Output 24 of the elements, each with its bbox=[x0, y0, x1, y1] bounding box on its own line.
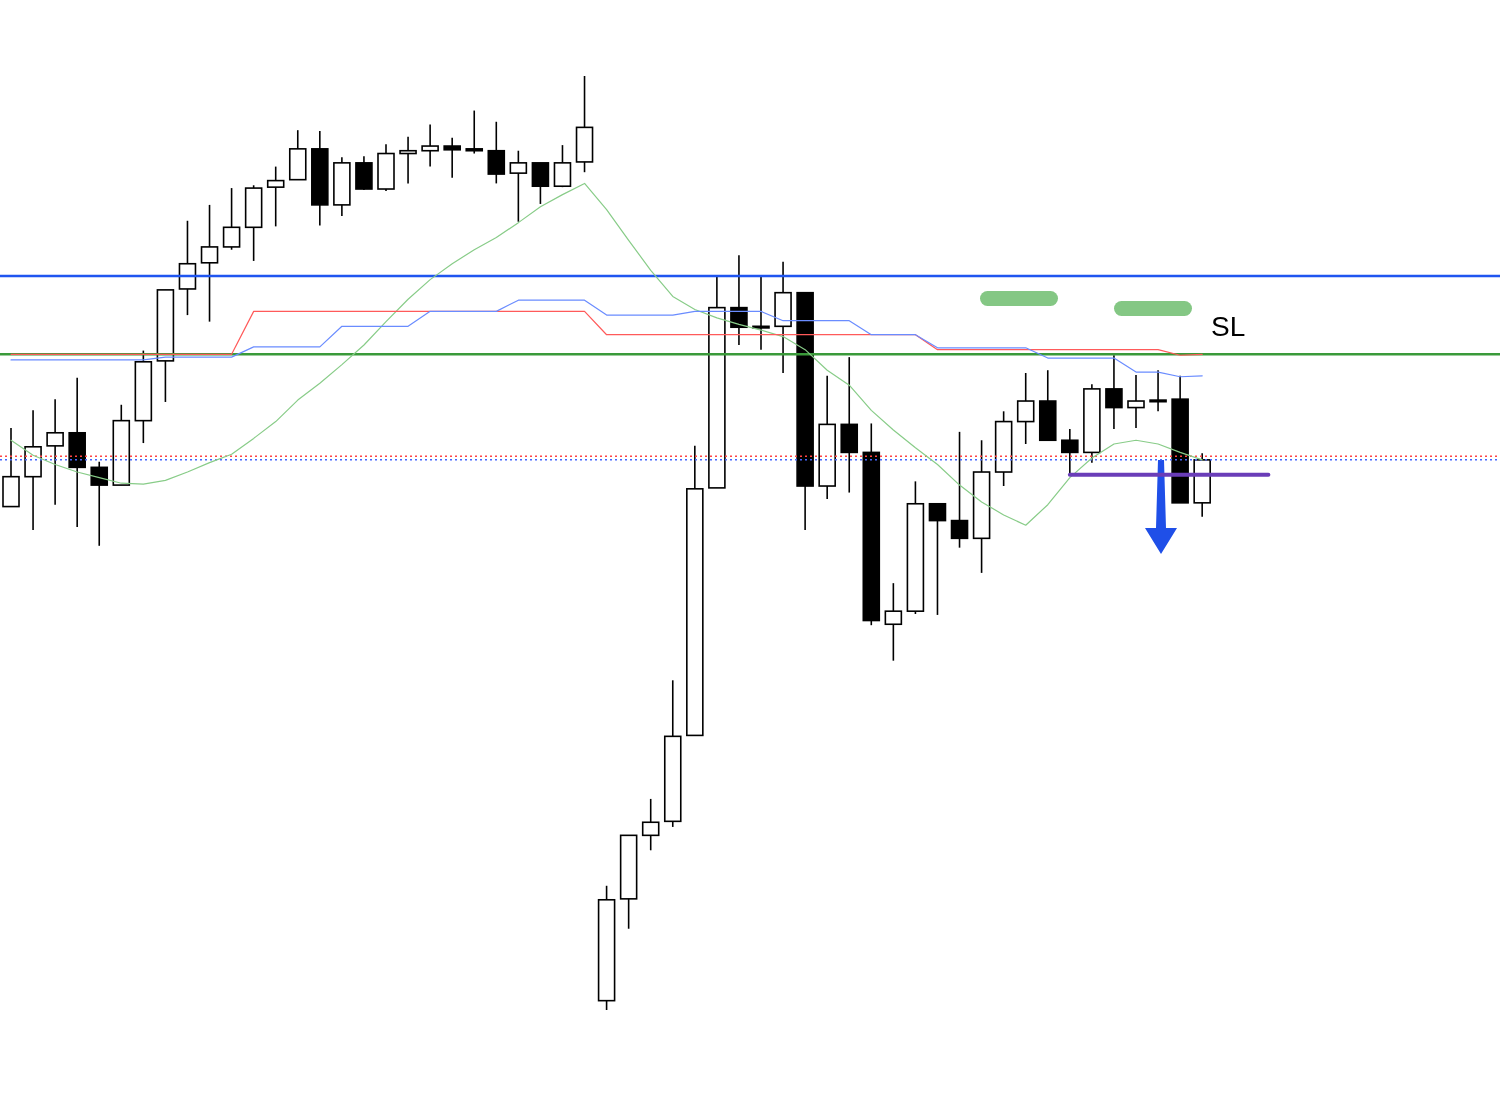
annotation: SL bbox=[1211, 311, 1246, 343]
candlestick bbox=[884, 582, 903, 662]
candlestick bbox=[465, 109, 484, 155]
candlestick bbox=[1061, 428, 1079, 476]
candlestick bbox=[1105, 354, 1123, 430]
candlestick bbox=[443, 136, 461, 179]
candlestick bbox=[531, 162, 550, 205]
candlestick bbox=[1016, 372, 1035, 445]
candlestick bbox=[222, 187, 241, 251]
candlestick bbox=[928, 502, 947, 616]
candlestick bbox=[950, 431, 969, 549]
candlestick bbox=[487, 120, 506, 185]
candlestick bbox=[200, 204, 219, 323]
candlestick bbox=[730, 254, 748, 346]
candlestick bbox=[90, 460, 109, 547]
candlestick bbox=[641, 798, 660, 852]
candlestick bbox=[46, 398, 64, 506]
candlestick bbox=[1127, 374, 1145, 429]
candlestick bbox=[1149, 369, 1167, 413]
candlestick bbox=[553, 144, 572, 188]
candlestick bbox=[509, 149, 528, 223]
candlestick bbox=[399, 135, 417, 185]
candlestick bbox=[421, 123, 439, 168]
candlestick bbox=[266, 165, 285, 228]
